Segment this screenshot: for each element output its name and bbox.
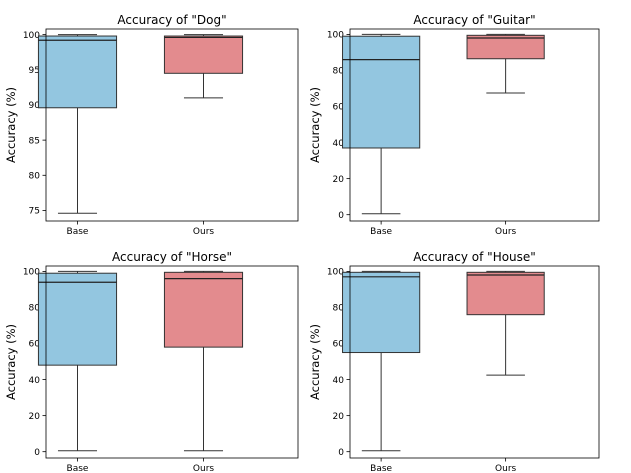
box-ours (466, 270, 545, 376)
y-axis-label: Accuracy (%) (308, 87, 322, 163)
box-ours (466, 33, 545, 94)
box-base (342, 270, 421, 452)
plot-frame (45, 265, 299, 459)
y-tick-label: 80 (333, 67, 345, 77)
y-tick-label: 0 (338, 211, 344, 221)
subplot-3: Accuracy of "Horse" Accuracy (%) 0 20 40 60 80… (4, 250, 299, 473)
plot-frame (349, 28, 600, 222)
y-tick-label: 60 (333, 103, 345, 113)
x-tick-label: Base (67, 227, 89, 237)
box-base (37, 270, 118, 452)
iqr-box (163, 35, 244, 74)
y-tick-label: 20 (333, 412, 345, 422)
iqr-box (37, 35, 118, 109)
y-tick-label: 80 (333, 304, 345, 314)
x-tick-label: Ours (495, 227, 516, 237)
y-tick-label: 40 (333, 376, 345, 386)
y-tick-label: 95 (29, 66, 40, 76)
subplot-4: Accuracy of "House" Accuracy (%) 0 20 40 60 80… (308, 250, 600, 473)
y-tick-label: 90 (29, 101, 41, 111)
chart-title: Accuracy of "Dog" (117, 13, 226, 27)
iqr-box (163, 271, 244, 348)
subplot-2: Accuracy of "Guitar" Accuracy (%) 0 20 40 60 8… (308, 13, 600, 237)
iqr-box (466, 34, 545, 60)
chart-title: Accuracy of "Horse" (112, 250, 232, 264)
y-tick-label: 80 (29, 171, 41, 181)
y-tick-label: 80 (29, 304, 41, 314)
y-tick-label: 85 (29, 136, 40, 146)
y-tick-label: 100 (327, 31, 344, 41)
y-axis-label: Accuracy (%) (4, 324, 18, 400)
iqr-box (342, 35, 421, 149)
x-tick-label: Base (370, 227, 392, 237)
iqr-box (466, 271, 545, 316)
box-ours (163, 34, 244, 99)
box-ours (163, 270, 244, 452)
y-tick-label: 20 (333, 175, 345, 185)
y-axis-label: Accuracy (%) (4, 87, 18, 163)
y-tick-label: 0 (338, 448, 344, 458)
plot-frame (45, 28, 299, 222)
y-tick-label: 60 (29, 340, 41, 350)
y-tick-label: 100 (23, 268, 40, 278)
y-tick-label: 0 (34, 448, 40, 458)
x-tick-label: Ours (193, 464, 214, 473)
chart-title: Accuracy of "Guitar" (413, 13, 535, 27)
plot-frame (349, 265, 600, 459)
y-tick-label: 100 (23, 31, 40, 41)
x-tick-label: Base (67, 464, 89, 473)
box-base (342, 33, 421, 215)
chart-title: Accuracy of "House" (413, 250, 536, 264)
y-axis-label: Accuracy (%) (308, 324, 322, 400)
y-tick-label: 75 (29, 207, 40, 217)
x-tick-label: Ours (193, 227, 214, 237)
y-tick-label: 60 (333, 340, 345, 350)
subplot-1: Accuracy of "Dog" Accuracy (%) 75 80 85 90 95 1… (4, 13, 299, 237)
iqr-box (37, 272, 118, 366)
x-tick-label: Ours (495, 464, 516, 473)
box-base (37, 34, 118, 214)
y-tick-label: 40 (29, 376, 41, 386)
iqr-box (342, 271, 421, 354)
x-tick-label: Base (370, 464, 392, 473)
y-tick-label: 20 (29, 412, 41, 422)
y-tick-label: 40 (333, 139, 345, 149)
y-tick-label: 100 (327, 268, 344, 278)
